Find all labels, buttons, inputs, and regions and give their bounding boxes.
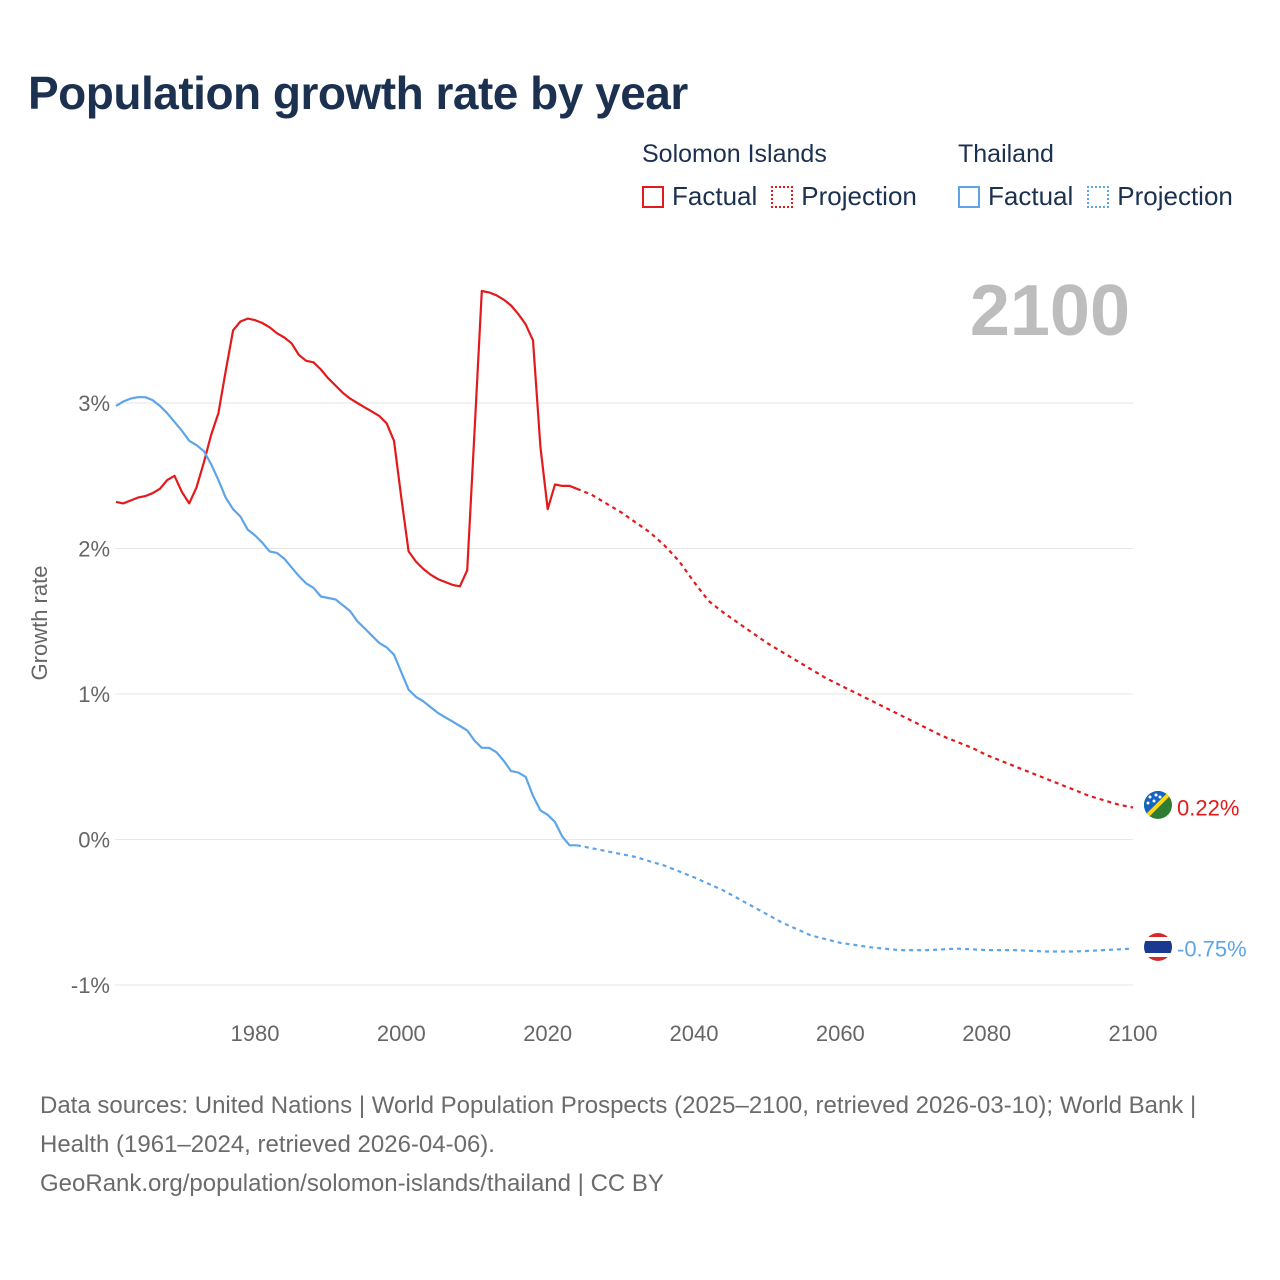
legend: Solomon Islands Factual Projection Thail… xyxy=(0,140,1280,230)
chart-plot: 3% 2% 1% 0% -1% 1980 2000 2020 2040 2060 2080 2100… xyxy=(71,289,1247,1046)
dotted-swatch-icon xyxy=(1087,185,1110,208)
x-tick-label: 2100 xyxy=(1109,1021,1158,1046)
thailand-flag-icon xyxy=(1144,933,1172,961)
x-tick-label: 2000 xyxy=(377,1021,426,1046)
dotted-swatch-icon xyxy=(771,185,794,208)
legend-country-label: Solomon Islands xyxy=(642,140,827,168)
series-line-thailand-factual[interactable] xyxy=(115,396,577,847)
end-value-label: -0.75% xyxy=(1177,937,1247,962)
legend-item-solomon-projection[interactable]: Projection xyxy=(771,181,917,212)
chart-title: Population growth rate by year xyxy=(28,67,688,119)
y-tick-label: -1% xyxy=(71,973,110,998)
x-tick-label: 2060 xyxy=(816,1021,865,1046)
legend-item-label: Projection xyxy=(1117,181,1233,211)
series-line-solomon-islands-factual[interactable] xyxy=(115,289,578,588)
legend-item-label: Projection xyxy=(801,181,917,211)
legend-item-solomon-factual[interactable]: Factual xyxy=(642,181,757,212)
x-tick-label: 2080 xyxy=(962,1021,1011,1046)
current-year-label: 2100 xyxy=(969,271,1130,351)
series-line-solomon-islands-projection[interactable] xyxy=(576,487,1134,809)
legend-group-solomon-islands: Solomon Islands Factual Projection xyxy=(642,140,931,212)
data-sources-text: Data sources: United Nations | World Pop… xyxy=(40,1092,1197,1158)
legend-item-thailand-projection[interactable]: Projection xyxy=(1087,181,1233,212)
legend-item-label: Factual xyxy=(988,181,1074,211)
series-line-thailand-projection[interactable] xyxy=(576,844,1134,953)
x-tick-label: 2040 xyxy=(670,1021,719,1046)
source-link[interactable]: GeoRank.org/population/solomon-islands/t… xyxy=(40,1170,664,1197)
y-tick-label: 1% xyxy=(78,682,110,707)
solid-swatch-icon xyxy=(958,185,980,208)
solomon-islands-flag-icon xyxy=(1144,791,1172,819)
legend-item-thailand-factual[interactable]: Factual xyxy=(958,181,1073,212)
y-tick-label: 3% xyxy=(78,391,110,416)
legend-item-label: Factual xyxy=(672,181,758,211)
end-value-label: 0.22% xyxy=(1177,795,1239,820)
footer: Data sources: United Nations | World Pop… xyxy=(40,1086,1240,1203)
x-tick-label: 2020 xyxy=(523,1021,572,1046)
x-tick-label: 1980 xyxy=(231,1021,280,1046)
y-tick-label: 2% xyxy=(78,537,110,562)
legend-group-thailand: Thailand Factual Projection xyxy=(958,140,1247,212)
y-tick-label: 0% xyxy=(78,828,110,853)
legend-country-label: Thailand xyxy=(958,140,1054,168)
solid-swatch-icon xyxy=(642,185,664,208)
